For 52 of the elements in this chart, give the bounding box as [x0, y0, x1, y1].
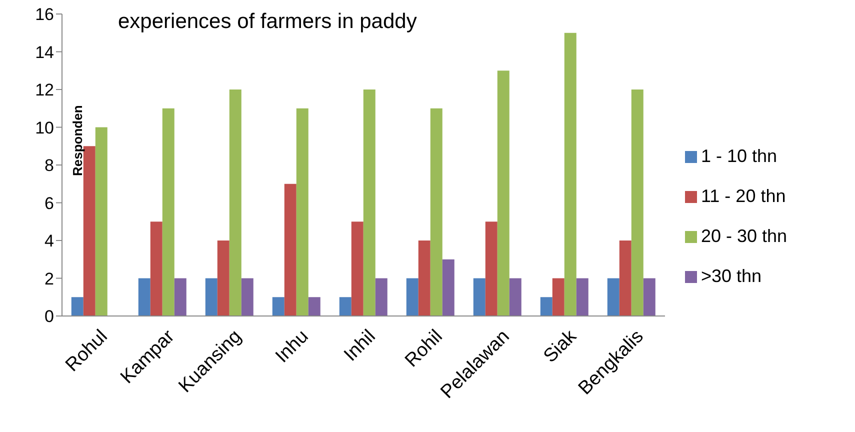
y-tick-label: 12	[35, 80, 54, 100]
bar	[284, 184, 296, 316]
bar	[229, 90, 242, 316]
x-tick-label: Inhu	[272, 326, 313, 368]
bar	[430, 108, 442, 316]
y-tick-label: 8	[44, 156, 54, 176]
y-tick-label: 0	[44, 307, 54, 326]
y-tick-label: 14	[35, 42, 54, 62]
legend-label: 11 - 20 thn	[701, 186, 786, 206]
bar	[150, 222, 162, 316]
bar	[643, 278, 656, 316]
bar	[205, 278, 218, 316]
bar	[296, 108, 308, 316]
bar	[95, 127, 108, 316]
bar	[607, 278, 620, 316]
bar	[375, 278, 388, 316]
bar	[351, 222, 364, 316]
bar	[552, 278, 564, 316]
chart-title: experiences of farmers in paddy	[118, 10, 417, 34]
bar	[631, 90, 644, 316]
bar	[442, 259, 454, 316]
legend-label: >30 thn	[701, 266, 762, 286]
bar	[363, 90, 376, 316]
bar	[473, 278, 486, 316]
bar	[241, 278, 254, 316]
bar	[509, 278, 522, 316]
bar	[619, 240, 632, 316]
bar	[418, 240, 430, 316]
bar	[272, 297, 284, 316]
y-axis-title: Responden	[70, 105, 85, 176]
bar	[174, 278, 186, 316]
x-tick-label: Siak	[540, 326, 582, 368]
bar	[485, 222, 498, 316]
bar	[576, 278, 588, 316]
bar	[138, 278, 150, 316]
y-tick-label: 2	[44, 269, 54, 288]
bar	[71, 297, 84, 316]
bar	[308, 297, 320, 316]
bar	[564, 32, 576, 316]
y-tick-label: 10	[35, 118, 54, 138]
bar	[540, 297, 552, 316]
bar	[162, 108, 174, 316]
legend-label: 20 - 30 thn	[701, 226, 788, 246]
bar	[406, 278, 418, 316]
bar	[83, 146, 96, 316]
legend-label: 1 - 10 thn	[701, 146, 778, 166]
bar	[339, 297, 352, 316]
bar	[217, 240, 230, 316]
y-tick-label: 4	[44, 232, 54, 251]
bar	[497, 70, 510, 316]
y-tick-label: 6	[44, 194, 54, 213]
y-tick-label: 16	[35, 5, 54, 24]
